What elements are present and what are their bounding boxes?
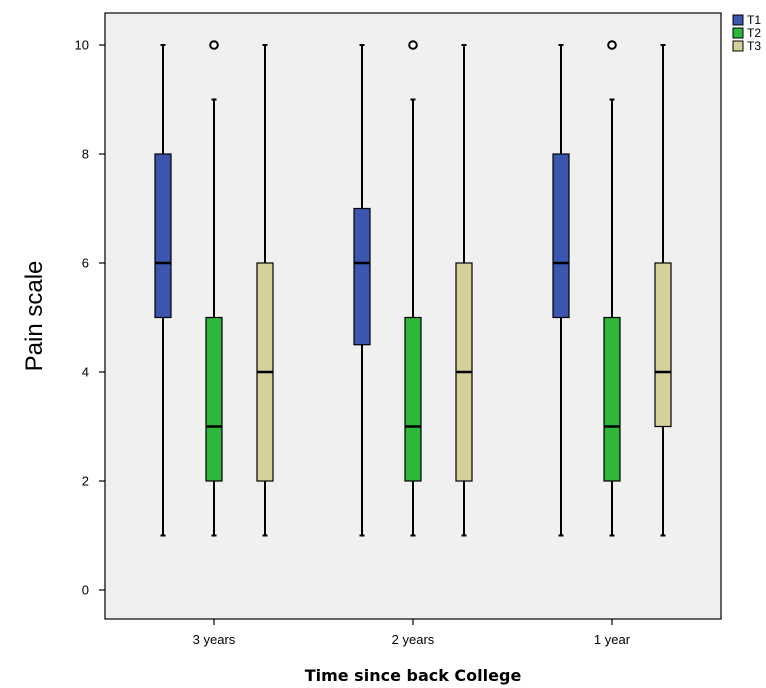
iqr-box: [404, 316, 422, 482]
y-tick-label: 8: [82, 147, 89, 162]
box-t1-3: [552, 44, 570, 537]
y-tick-label: 2: [82, 474, 89, 489]
x-tick-label: 3 years: [193, 632, 236, 647]
x-tick-label: 1 year: [594, 632, 631, 647]
legend-swatch-t1: [732, 14, 744, 26]
x-axis: 3 years 2 years 1 year: [193, 619, 631, 647]
y-axis-title: Pain scale: [21, 261, 48, 372]
iqr-box: [353, 207, 371, 346]
y-tick-label: 0: [82, 583, 89, 598]
iqr-box: [552, 153, 570, 319]
legend-label-t3: T3: [747, 39, 761, 53]
y-tick-label: 10: [75, 38, 89, 53]
outlier-point: [607, 40, 617, 50]
iqr-box: [603, 316, 621, 482]
box-t2-1: [205, 40, 223, 537]
legend-swatch-t3: [732, 40, 744, 52]
box-t3-3: [654, 44, 672, 537]
legend-label-t1: T1: [747, 13, 761, 27]
box-t1-1: [154, 44, 172, 537]
box-t2-2: [404, 40, 422, 537]
box-t1-2: [353, 44, 371, 537]
y-tick-label: 4: [82, 365, 89, 380]
iqr-box: [205, 316, 223, 482]
x-axis-title: Time since back College: [305, 666, 522, 685]
x-tick-label: 2 years: [392, 632, 435, 647]
iqr-box: [654, 262, 672, 428]
iqr-box: [154, 153, 172, 319]
y-axis: 0 2 4 6 8 10: [75, 38, 105, 598]
y-tick-label: 6: [82, 256, 89, 271]
box-t2-3: [603, 40, 621, 537]
legend-swatch-t2: [732, 27, 744, 39]
outlier-point: [209, 40, 219, 50]
box-t3-2: [455, 44, 473, 537]
box-t3-1: [256, 44, 274, 537]
boxes-layer: [154, 40, 672, 537]
outlier-point: [408, 40, 418, 50]
legend-label-t2: T2: [747, 26, 761, 40]
